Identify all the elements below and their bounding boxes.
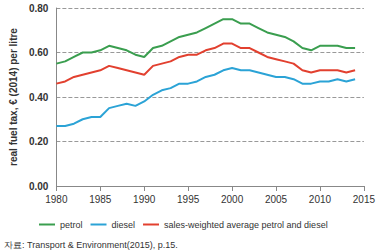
- svg-text:real fuel tax, € (2014) per li: real fuel tax, € (2014) per litre: [8, 28, 19, 166]
- svg-text:sales-weighted average petrol: sales-weighted average petrol and diesel: [164, 220, 328, 230]
- svg-text:1995: 1995: [177, 194, 200, 205]
- svg-text:0.20: 0.20: [29, 136, 49, 147]
- svg-text:1980: 1980: [45, 194, 68, 205]
- svg-text:2010: 2010: [309, 194, 332, 205]
- svg-text:자료: Transport & Environment(20: 자료: Transport & Environment(2015), p.15.: [4, 240, 178, 250]
- svg-text:2015: 2015: [353, 194, 376, 205]
- svg-text:0.00: 0.00: [29, 181, 49, 192]
- svg-text:petrol: petrol: [60, 220, 83, 230]
- svg-text:0.40: 0.40: [29, 92, 49, 103]
- svg-text:1985: 1985: [89, 194, 112, 205]
- svg-text:diesel: diesel: [112, 220, 136, 230]
- svg-text:1990: 1990: [133, 194, 156, 205]
- svg-text:0.80: 0.80: [29, 3, 49, 14]
- svg-text:0.60: 0.60: [29, 47, 49, 58]
- svg-text:2005: 2005: [265, 194, 288, 205]
- svg-text:2000: 2000: [221, 194, 244, 205]
